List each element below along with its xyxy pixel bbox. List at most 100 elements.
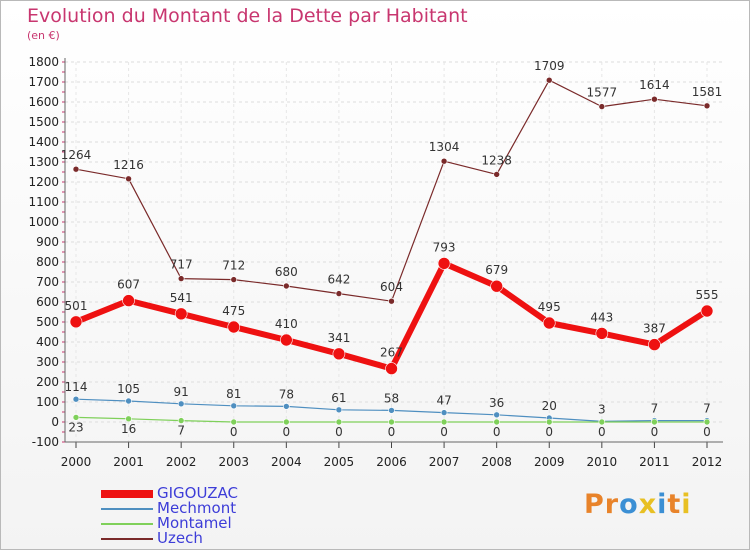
logo-letter: r	[604, 489, 620, 520]
data-label-mechmont: 20	[542, 399, 557, 413]
data-label-uzech: 712	[222, 259, 245, 273]
data-label-uzech: 1216	[113, 158, 144, 172]
data-label-uzech: 717	[170, 258, 193, 272]
data-label-gigouzac: 501	[65, 299, 88, 313]
chart-subtitle: (en €)	[27, 29, 60, 42]
legend-item-uzech: Uzech	[101, 531, 238, 546]
y-tick-label: 700	[36, 275, 59, 289]
y-tick-label: 800	[36, 255, 59, 269]
data-label-uzech: 642	[327, 273, 350, 287]
x-tick-label: 2012	[692, 455, 723, 469]
x-tick-label: 2008	[481, 455, 512, 469]
x-tick-label: 2002	[166, 455, 197, 469]
y-tick-label: 1400	[28, 135, 59, 149]
y-tick-label: 500	[36, 315, 59, 329]
data-point-gigouzac	[437, 257, 451, 270]
data-point-montamel	[335, 418, 343, 426]
legend-item-montamel: Montamel	[101, 516, 238, 531]
data-point-montamel	[703, 418, 711, 426]
data-point-uzech	[283, 282, 290, 290]
data-label-montamel: 0	[283, 425, 291, 439]
data-point-montamel	[72, 414, 80, 421]
data-label-gigouzac: 387	[643, 322, 666, 336]
x-tick-label: 2009	[534, 455, 565, 469]
proxiti-logo: Proxiti	[584, 489, 692, 520]
x-tick-label: 2006	[376, 455, 407, 469]
x-tick-label: 2004	[271, 455, 302, 469]
data-point-mechmont	[125, 397, 132, 405]
legend-swatch	[101, 522, 153, 525]
x-tick-label: 2001	[113, 455, 144, 469]
data-label-montamel: 0	[335, 425, 343, 439]
logo-letter: x	[638, 489, 658, 520]
data-label-uzech: 604	[380, 280, 403, 294]
legend-label: Uzech	[157, 529, 203, 547]
legend-label: Mechmont	[157, 499, 237, 517]
chart-title: Evolution du Montant de la Dette par Hab…	[27, 5, 468, 27]
data-label-mechmont: 47	[436, 394, 451, 408]
data-point-gigouzac	[385, 362, 398, 375]
data-point-uzech	[545, 76, 553, 84]
data-point-uzech	[72, 165, 80, 173]
data-point-gigouzac	[174, 307, 188, 321]
data-label-gigouzac: 793	[433, 240, 456, 254]
data-point-montamel	[125, 415, 132, 423]
x-tick-label: 2011	[639, 455, 670, 469]
legend-item-mechmont: Mechmont	[101, 501, 238, 516]
data-point-montamel	[440, 418, 448, 426]
data-label-gigouzac: 679	[485, 263, 508, 277]
data-label-montamel: 0	[493, 425, 501, 439]
data-label-mechmont: 81	[226, 387, 241, 401]
data-label-montamel: 0	[388, 425, 396, 439]
legend-swatch	[101, 489, 153, 498]
data-label-mechmont: 58	[384, 391, 399, 405]
data-label-mechmont: 105	[117, 382, 140, 396]
y-tick-label: 1200	[28, 175, 59, 189]
legend-label: GIGOUZAC	[157, 484, 238, 502]
data-label-uzech: 1304	[429, 140, 460, 154]
data-label-montamel: 0	[598, 425, 606, 439]
data-point-gigouzac	[227, 320, 241, 334]
data-point-mechmont	[283, 403, 290, 410]
legend-swatch	[101, 537, 153, 540]
y-tick-label: 1700	[28, 75, 59, 89]
legend-label: Montamel	[157, 514, 232, 532]
data-label-mechmont: 91	[174, 385, 189, 399]
y-tick-label: 1100	[28, 195, 59, 209]
data-point-gigouzac	[595, 327, 609, 340]
data-point-gigouzac	[648, 338, 661, 351]
data-label-gigouzac: 443	[590, 310, 613, 324]
logo-letter: i	[681, 489, 692, 520]
data-label-mechmont: 36	[489, 396, 504, 410]
data-label-mechmont: 7	[651, 402, 659, 416]
data-label-montamel: 23	[68, 420, 83, 434]
legend-swatch	[101, 507, 153, 510]
data-label-uzech: 1238	[481, 153, 512, 167]
data-label-gigouzac: 541	[170, 291, 193, 305]
y-tick-label: 1500	[28, 115, 59, 129]
data-point-uzech	[388, 297, 395, 305]
data-point-montamel	[388, 418, 395, 426]
data-label-gigouzac: 267	[380, 346, 403, 360]
data-label-montamel: 0	[545, 425, 553, 439]
y-tick-label: 200	[36, 375, 59, 389]
data-label-montamel: 7	[177, 424, 185, 438]
data-point-uzech	[651, 95, 658, 103]
logo-letter: P	[584, 489, 605, 520]
data-label-mechmont: 3	[598, 402, 606, 416]
data-point-uzech	[125, 175, 132, 183]
y-tick-label: 1800	[28, 55, 59, 69]
data-point-mechmont	[230, 402, 238, 410]
x-tick-label: 2005	[324, 455, 355, 469]
data-point-mechmont	[440, 409, 448, 416]
legend-item-gigouzac: GIGOUZAC	[101, 486, 238, 501]
data-label-mechmont: 114	[65, 380, 88, 394]
data-point-uzech	[177, 275, 185, 282]
y-tick-label: 300	[36, 355, 59, 369]
data-point-montamel	[230, 418, 238, 426]
data-point-montamel	[493, 418, 500, 426]
data-label-gigouzac: 607	[117, 278, 140, 292]
data-point-uzech	[440, 157, 448, 165]
